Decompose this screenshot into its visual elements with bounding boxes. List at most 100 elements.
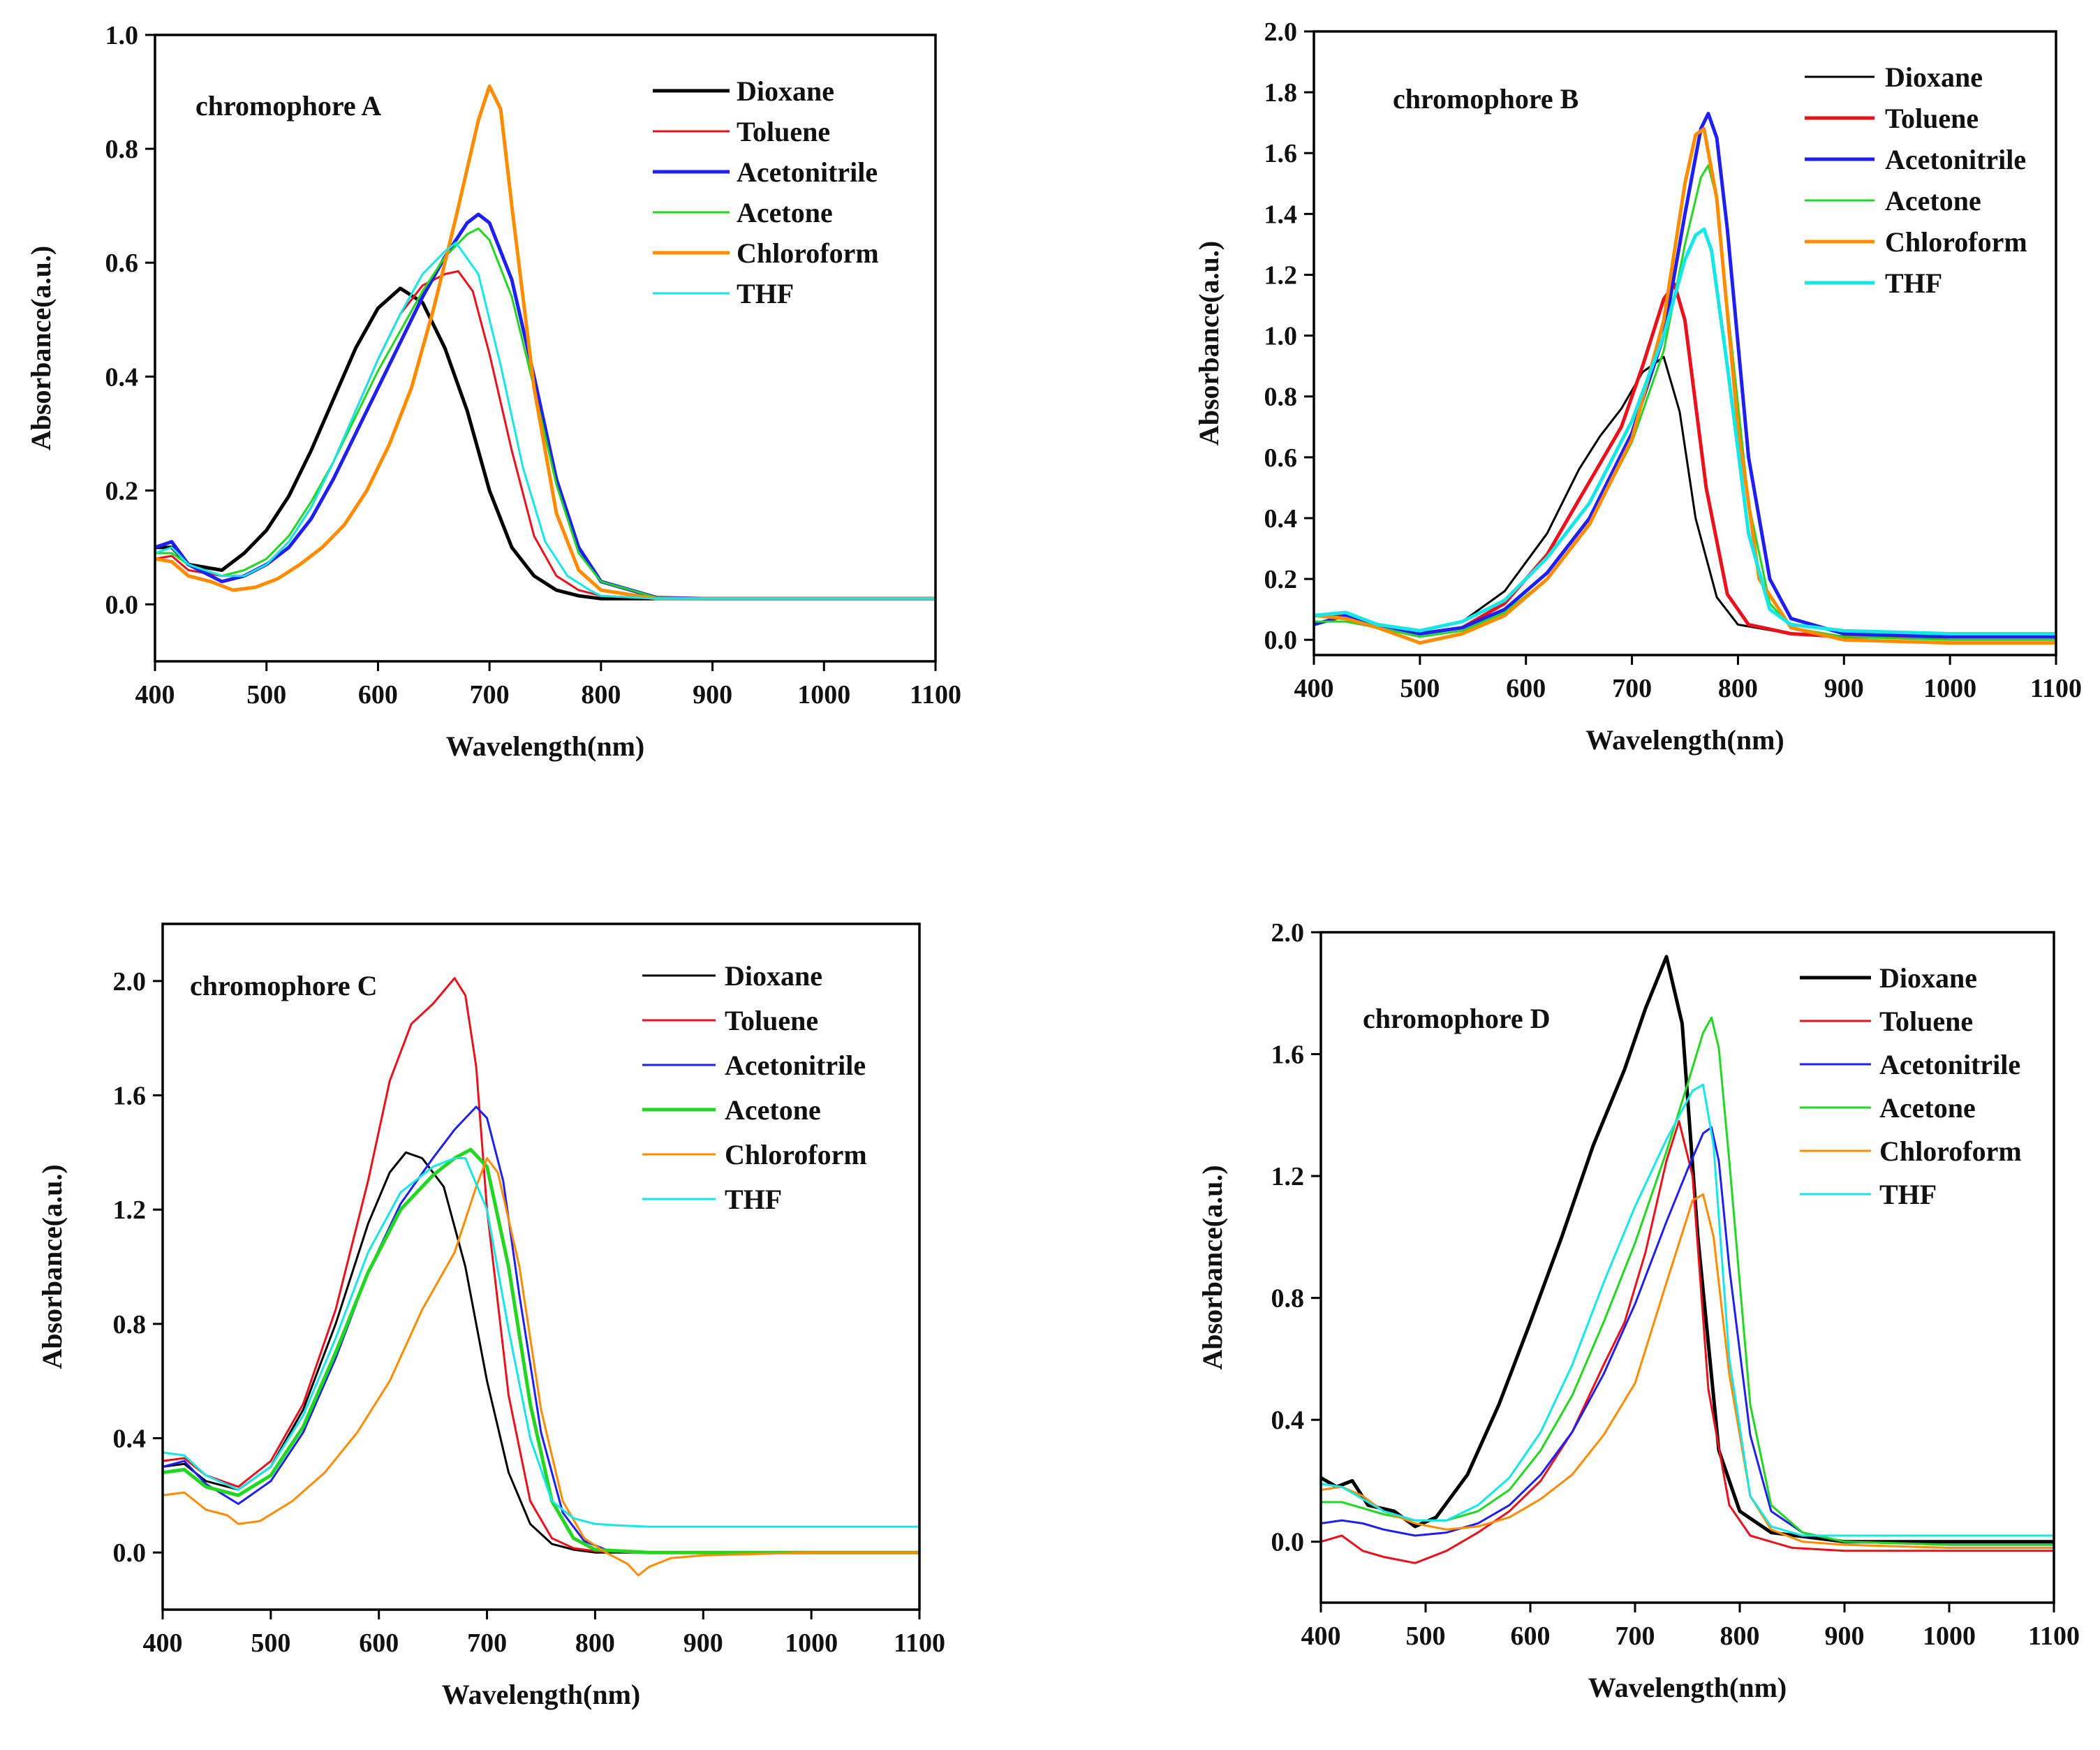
plot-area [1314,112,2056,645]
x-tick-label: 800 [581,680,621,709]
x-tick-label: 800 [575,1628,615,1658]
y-tick-label: 0.8 [1271,1284,1305,1314]
legend-label-toluene: Toluene [1879,1006,1973,1037]
y-tick-label: 0.0 [105,590,139,619]
y-tick-label: 1.0 [1264,322,1298,351]
y-axis-title: Absorbance(a.u.) [1193,241,1225,446]
chart-panel-4: 400 500 600 700 800 900 1000 1100 0.0 0.4 0.8 1.2 1.… [1197,918,2080,1703]
series-line-acetone [155,227,936,600]
x-tick-label: 700 [1612,674,1652,703]
legend-label-acetonitrile: Acetonitrile [725,1050,866,1081]
series-line-dioxane [163,1151,919,1554]
x-tick-label: 1100 [910,680,961,709]
y-tick-label: 1.2 [1264,260,1298,290]
series-line-thf [163,1157,919,1528]
legend-label-toluene: Toluene [1885,103,1979,134]
x-tick-label: 1000 [1923,1622,1976,1651]
y-axis-title: Absorbance(a.u.) [36,1164,68,1369]
legend-label-acetonitrile: Acetonitrile [1879,1049,2020,1080]
y-tick-label: 0.4 [1264,504,1298,534]
series-line-toluene [1314,282,2056,639]
plot-frame [161,922,921,1611]
y-tick-label: 2.0 [113,967,147,997]
x-tick-label: 1000 [797,680,850,709]
x-tick-label: 600 [1511,1622,1551,1651]
y-tick-label: 0.8 [105,135,139,164]
y-tick-label: 0.2 [105,476,139,506]
x-axis-title: Wavelength(nm) [1588,1672,1787,1703]
y-tick-label: 1.6 [113,1082,147,1111]
legend-label-dioxane: Dioxane [1885,61,1983,93]
panel-title: chromophore D [1363,1003,1551,1034]
y-tick-label: 0.6 [105,249,139,278]
legend-label-toluene: Toluene [737,116,830,147]
y-tick-label: 0.4 [1271,1406,1305,1435]
legend-label-thf: THF [737,278,794,309]
legend-label-acetonitrile: Acetonitrile [1885,144,2026,175]
x-axis-title: Wavelength(nm) [442,1679,640,1710]
series-line-acetone [163,1147,919,1554]
y-tick-label: 0.0 [1264,626,1298,655]
x-tick-label: 400 [143,1628,183,1658]
x-tick-label: 1100 [2028,1622,2080,1651]
legend-label-toluene: Toluene [725,1005,818,1036]
legend-label-acetone: Acetone [725,1094,821,1126]
series-line-dioxane [1314,355,2056,638]
x-tick-label: 600 [1506,674,1546,703]
x-axis-title: Wavelength(nm) [1585,724,1784,756]
series-line-acetonitrile [1321,1126,2054,1546]
y-tick-label: 1.8 [1264,78,1298,108]
legend-label-acetonitrile: Acetonitrile [737,156,878,188]
y-tick-label: 1.2 [113,1196,147,1225]
y-tick-label: 0.4 [113,1425,147,1454]
x-tick-label: 900 [1824,674,1864,703]
y-axis-title: Absorbance(a.u.) [25,246,57,450]
plot-frame [154,34,937,663]
x-axis-title: Wavelength(nm) [446,730,644,762]
series-line-chloroform [1321,1193,2054,1549]
chart-panel-2: 400 500 600 700 800 900 1000 1100 0.0 0.2 0.4 0.6 0.… [1193,17,2082,756]
x-tick-label: 500 [1400,674,1440,703]
x-tick-label: 400 [1294,674,1334,703]
legend: Dioxane Toluene Acetonitrile Acetone Chlorof… [642,960,867,1215]
y-tick-label: 0.0 [113,1538,147,1568]
y-tick-label: 0.0 [1271,1528,1305,1557]
x-tick-label: 1000 [785,1628,838,1658]
legend-label-dioxane: Dioxane [1879,962,1977,994]
x-tick-label: 500 [1406,1622,1446,1651]
series-line-chloroform [163,1157,919,1577]
y-tick-label: 0.2 [1264,565,1298,594]
y-tick-label: 0.8 [113,1310,147,1339]
legend-label-thf: THF [1879,1179,1937,1210]
legend-label-chloroform: Chloroform [737,237,879,269]
series-line-acetonitrile [1314,112,2056,639]
panel-title: chromophore B [1393,83,1578,115]
x-tick-label: 500 [246,680,286,709]
legend: Dioxane Toluene Acetonitrile Acetone Chlorof… [1800,962,2022,1210]
x-tick-label: 500 [251,1628,290,1658]
x-tick-label: 1100 [2030,674,2082,703]
y-tick-label: 1.2 [1271,1162,1305,1191]
chart-panel-1: 400 500 600 700 800 900 1000 1100 0.0 0.2 0.4 0.6 0.… [25,21,961,762]
plot-frame [1319,931,2055,1604]
x-tick-label: 800 [1718,674,1758,703]
legend-label-dioxane: Dioxane [737,75,834,107]
x-tick-label: 700 [1615,1622,1655,1651]
y-tick-label: 2.0 [1264,17,1298,47]
legend-label-acetone: Acetone [1879,1092,1976,1124]
legend-label-chloroform: Chloroform [1879,1135,2022,1167]
y-tick-label: 1.6 [1264,139,1298,168]
x-tick-label: 700 [470,680,510,709]
series-line-acetonitrile [163,1105,919,1554]
legend-label-dioxane: Dioxane [725,960,822,992]
legend: Dioxane Toluene Acetonitrile Acetone Chlorof… [653,75,879,309]
legend-label-acetone: Acetone [737,197,833,228]
y-tick-label: 0.6 [1264,443,1298,473]
series-line-chloroform [155,84,936,601]
x-tick-label: 600 [358,680,398,709]
legend: Dioxane Toluene Acetonitrile Acetone Chlorof… [1805,61,2027,299]
y-tick-label: 1.0 [105,21,139,50]
series-line-toluene [1321,1120,2054,1564]
x-tick-label: 800 [1720,1622,1760,1651]
